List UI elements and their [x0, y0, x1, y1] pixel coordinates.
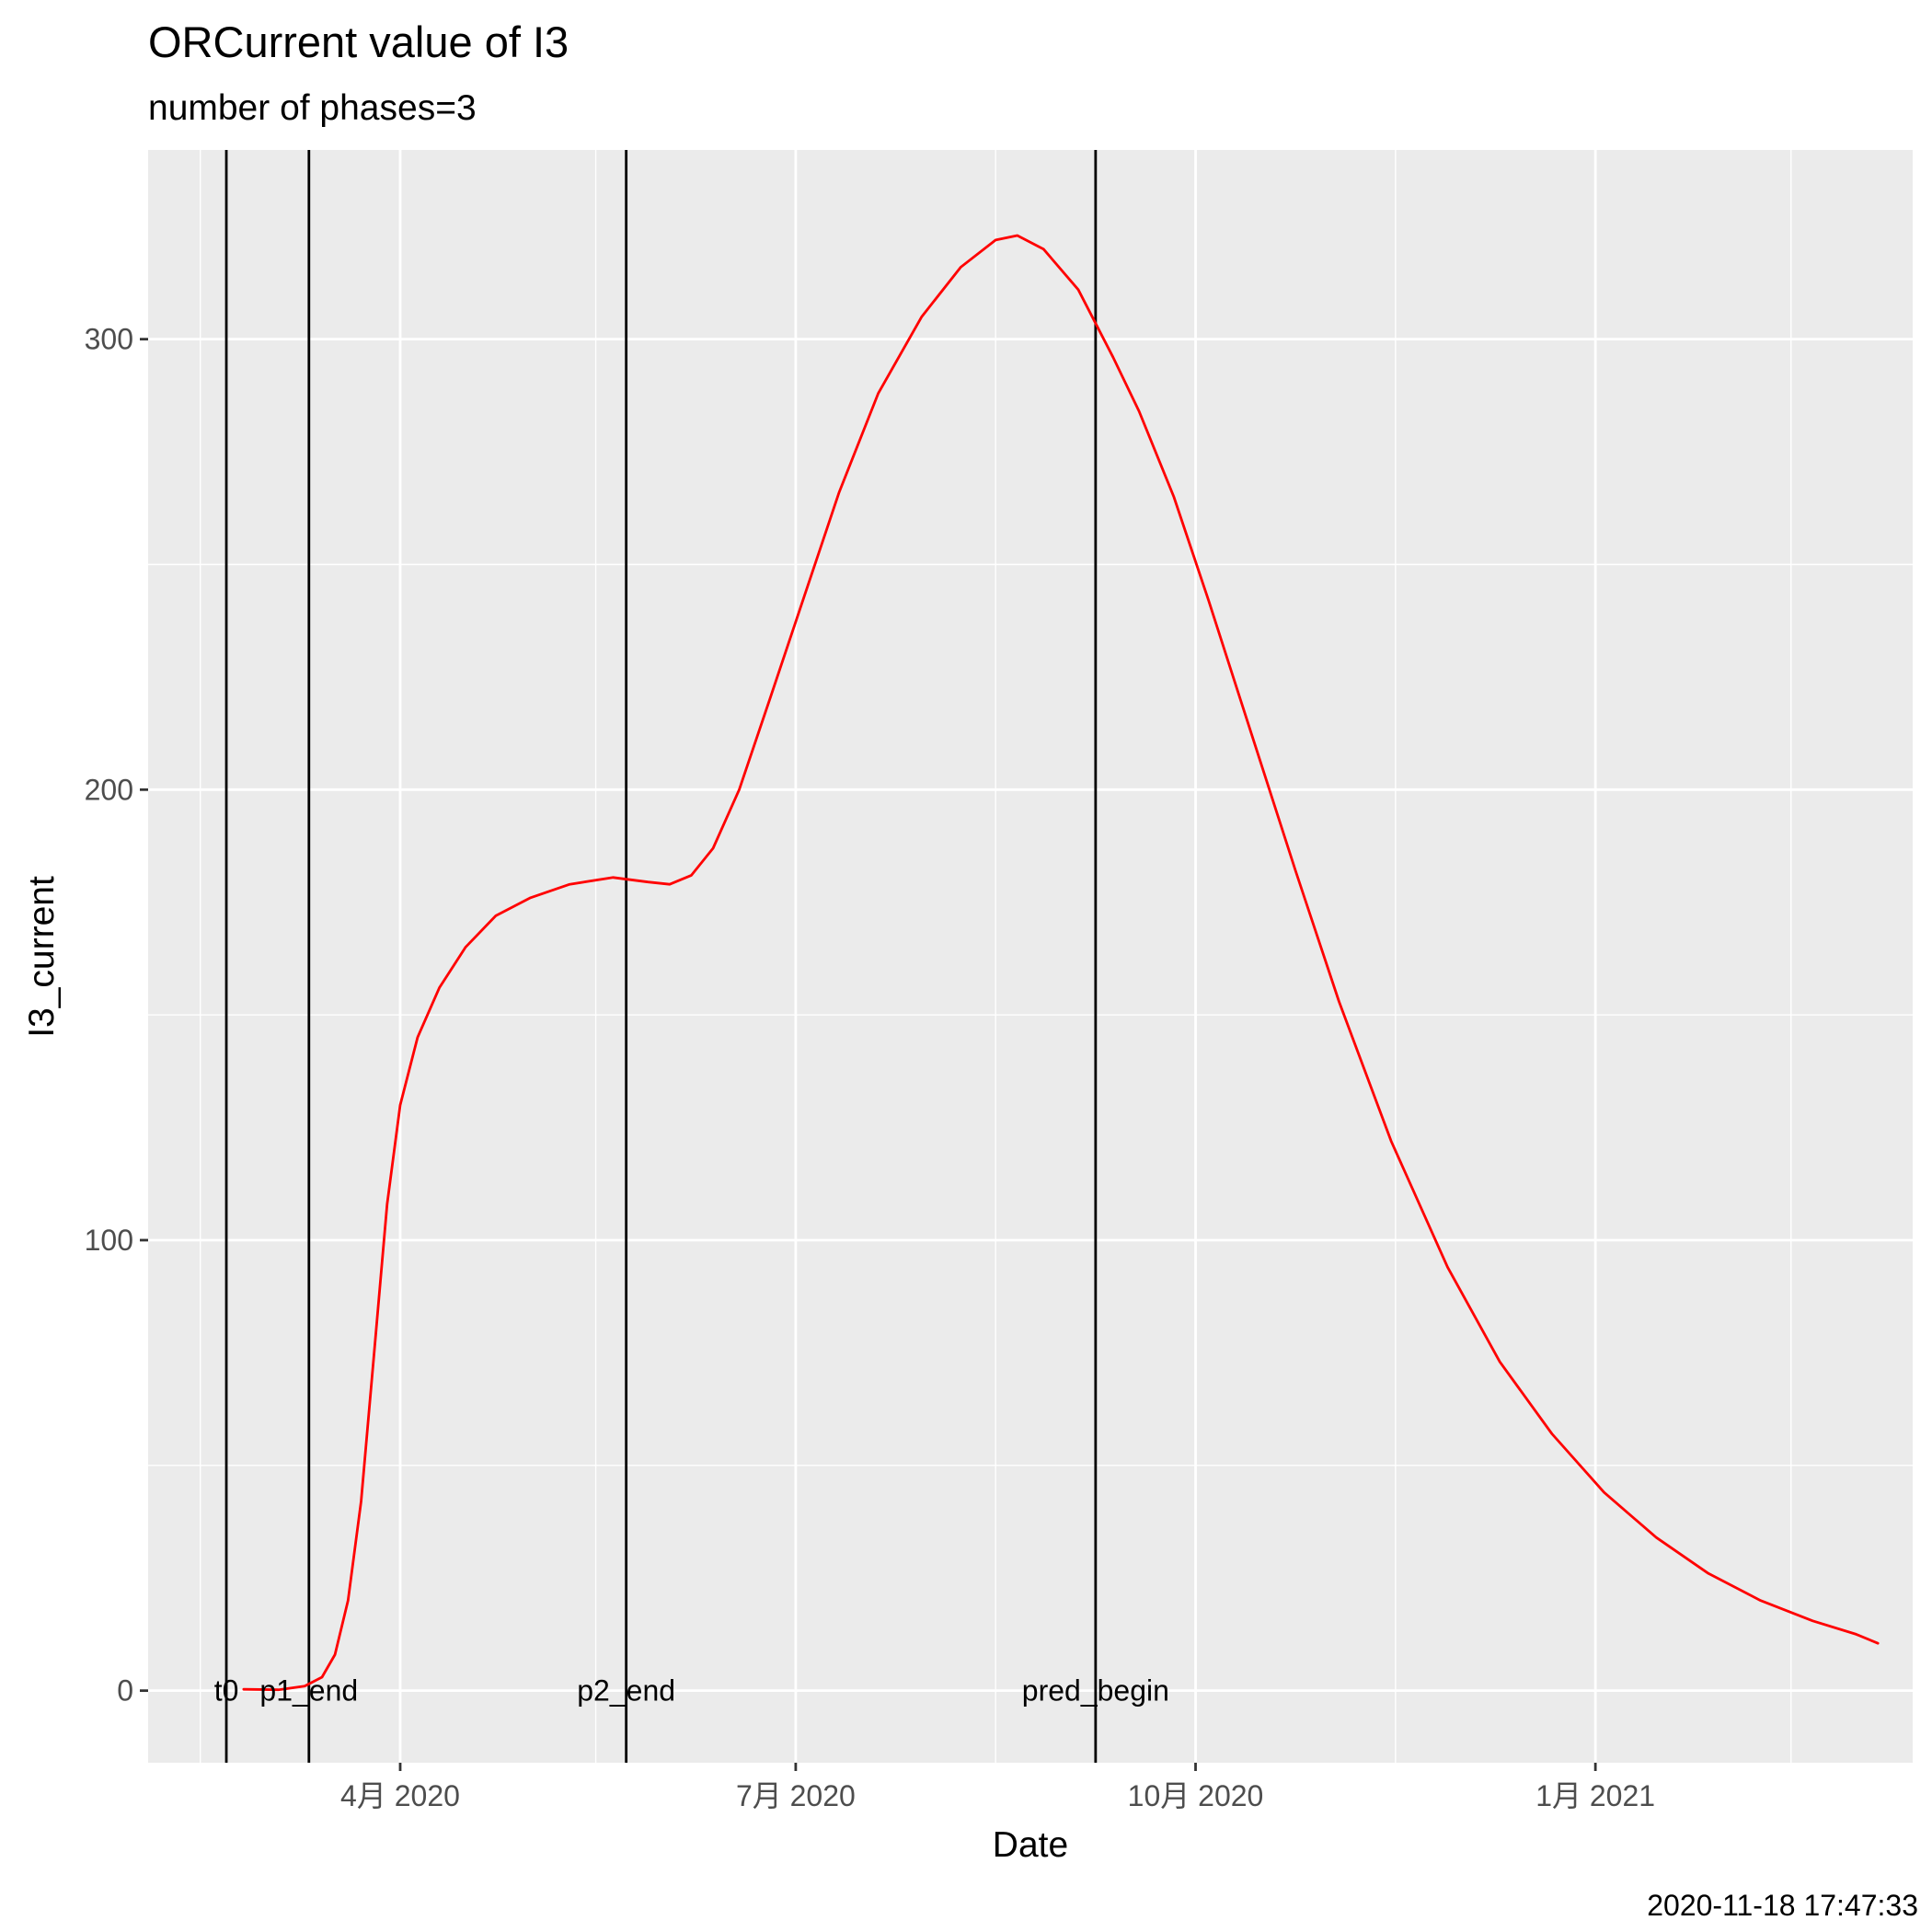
vertical-line-label-p1_end: p1_end: [259, 1674, 358, 1708]
x-axis-title: Date: [993, 1825, 1068, 1865]
y-tick-label: 200: [85, 773, 133, 806]
vertical-line-label-t0: t0: [214, 1674, 239, 1708]
vertical-reference-lines: [224, 150, 1098, 1763]
chart-subtitle: number of phases=3: [148, 88, 477, 128]
x-tick-label: 10月 2020: [1128, 1779, 1264, 1812]
x-tick-label: 1月 2021: [1535, 1779, 1655, 1812]
x-tick-label: 7月 2020: [736, 1779, 856, 1812]
major-gridlines: [148, 150, 1913, 1763]
y-tick-label: 0: [117, 1674, 133, 1708]
vertical-line-labels: t0 p1_end p2_end pred_begin: [214, 1674, 1169, 1708]
x-tick-label: 4月 2020: [340, 1779, 460, 1812]
data-series: [242, 234, 1880, 1692]
y-axis: 0 100 200 300: [85, 323, 148, 1708]
vertical-line-label-p2_end: p2_end: [577, 1674, 675, 1708]
x-axis: 4月 2020 7月 2020 10月 2020 1月 2021: [340, 1763, 1655, 1812]
y-tick-label: 100: [85, 1224, 133, 1257]
caption: 2020-11-18 17:47:33: [1647, 1889, 1918, 1922]
chart-title: ORCurrent value of I3: [148, 17, 569, 66]
minor-gridlines: [148, 150, 1913, 1763]
series-line-1: [242, 234, 1880, 1692]
y-tick-label: 300: [85, 323, 133, 356]
vertical-line-label-pred_begin: pred_begin: [1022, 1674, 1169, 1708]
y-axis-title: I3_current: [22, 876, 62, 1038]
plot-panel: [148, 150, 1913, 1763]
